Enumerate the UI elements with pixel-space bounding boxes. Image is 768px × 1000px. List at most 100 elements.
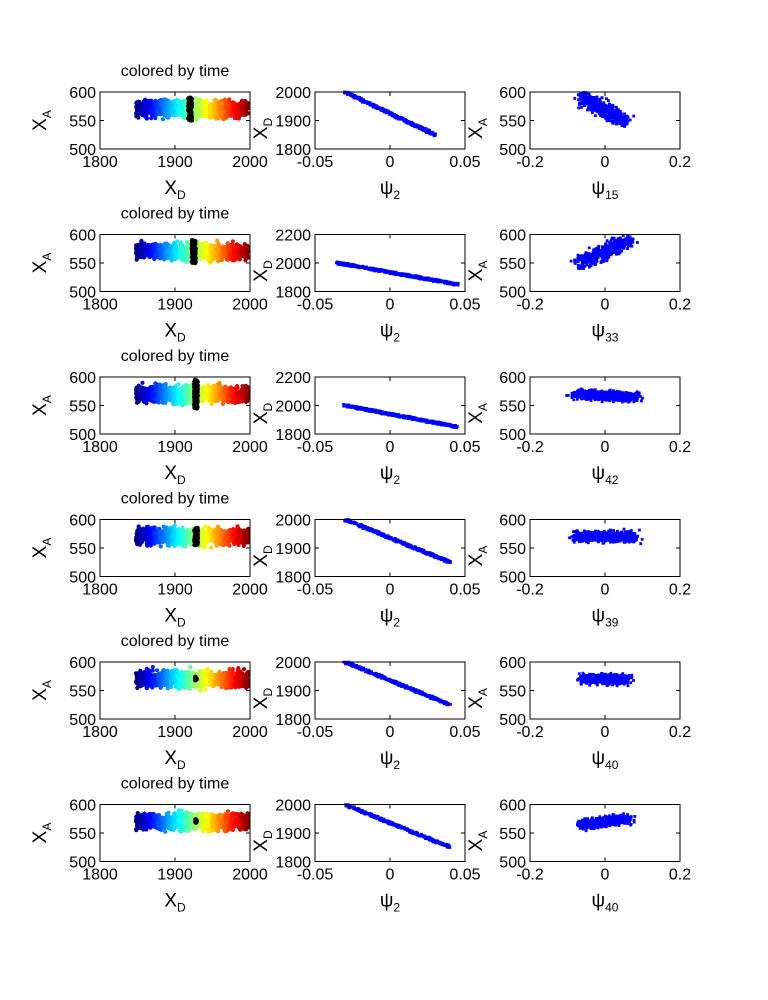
chart-title: colored by time	[121, 63, 230, 80]
point	[173, 252, 178, 257]
point	[179, 389, 184, 394]
point	[587, 246, 591, 250]
point	[352, 95, 356, 99]
y-tick-label: 1800	[275, 142, 311, 159]
point	[594, 103, 598, 106]
point	[168, 395, 173, 400]
point	[615, 115, 619, 118]
y-axis-label: XD	[251, 260, 275, 282]
point	[614, 119, 618, 123]
point	[175, 112, 180, 117]
point	[165, 110, 170, 115]
point	[435, 279, 438, 282]
point	[582, 267, 585, 270]
point	[146, 250, 151, 255]
point	[611, 121, 615, 125]
point	[358, 265, 362, 269]
point	[212, 385, 217, 390]
point	[144, 394, 149, 399]
point	[604, 110, 608, 114]
point	[226, 111, 231, 116]
y-axis-label-main: X	[30, 403, 51, 416]
point	[626, 115, 630, 119]
point	[606, 256, 609, 260]
point	[396, 114, 400, 118]
point	[235, 385, 240, 390]
point	[587, 92, 591, 96]
x-tick-label: 0	[601, 297, 610, 314]
point	[240, 252, 245, 257]
point	[166, 114, 171, 119]
point	[243, 101, 248, 106]
point	[209, 394, 214, 400]
point	[621, 244, 625, 248]
chart-title: colored by time	[121, 348, 230, 365]
point	[340, 262, 343, 266]
point	[156, 110, 162, 115]
point	[604, 243, 608, 247]
x-tick-label: 2000	[232, 297, 268, 314]
point	[205, 394, 210, 399]
point	[242, 242, 247, 247]
y-tick-label: 500	[69, 427, 96, 444]
point	[603, 250, 607, 253]
point	[347, 264, 351, 268]
point	[430, 131, 434, 134]
point	[138, 388, 143, 393]
point	[365, 267, 369, 270]
y-tick-label: 550	[69, 256, 96, 273]
data-points	[342, 403, 459, 430]
y-axis-label: XA	[466, 261, 490, 282]
point	[136, 249, 141, 254]
point	[196, 98, 201, 103]
point	[573, 258, 577, 262]
point	[235, 112, 240, 117]
point	[580, 99, 584, 103]
point	[209, 385, 214, 390]
point	[215, 238, 220, 243]
point	[388, 272, 392, 275]
y-axis-label: XA	[30, 253, 54, 274]
point	[202, 397, 207, 403]
y-tick-label: 600	[499, 85, 526, 102]
point	[208, 108, 213, 113]
point	[620, 115, 624, 118]
y-tick-label: 550	[69, 114, 96, 131]
point	[208, 248, 213, 253]
x-tick-label: 0.05	[449, 297, 480, 314]
x-axis-label-subscript: 2	[393, 331, 400, 345]
point	[233, 395, 239, 401]
point	[590, 108, 593, 111]
point	[385, 270, 389, 274]
point	[225, 103, 230, 108]
x-axis-label-subscript: D	[177, 331, 186, 345]
point	[421, 127, 425, 131]
point	[602, 259, 606, 262]
point	[151, 108, 156, 113]
point	[242, 246, 247, 251]
point	[605, 97, 608, 101]
point	[579, 264, 583, 268]
point	[217, 385, 222, 390]
point	[619, 236, 622, 240]
highlight-points	[191, 377, 200, 411]
point	[141, 102, 146, 107]
y-tick-label: 600	[69, 370, 96, 387]
y-tick-label: 600	[69, 228, 96, 245]
point	[623, 238, 627, 241]
point	[134, 397, 139, 402]
point	[150, 394, 155, 399]
point	[203, 108, 208, 114]
point	[218, 252, 223, 257]
highlight-point	[193, 377, 198, 383]
point	[605, 119, 609, 123]
x-axis-label-main: X	[164, 178, 177, 199]
y-tick-label: 2000	[275, 85, 311, 102]
point	[221, 117, 226, 122]
point	[577, 106, 580, 110]
x-tick-label: 0	[386, 297, 395, 314]
point	[223, 387, 228, 392]
point	[403, 117, 407, 121]
